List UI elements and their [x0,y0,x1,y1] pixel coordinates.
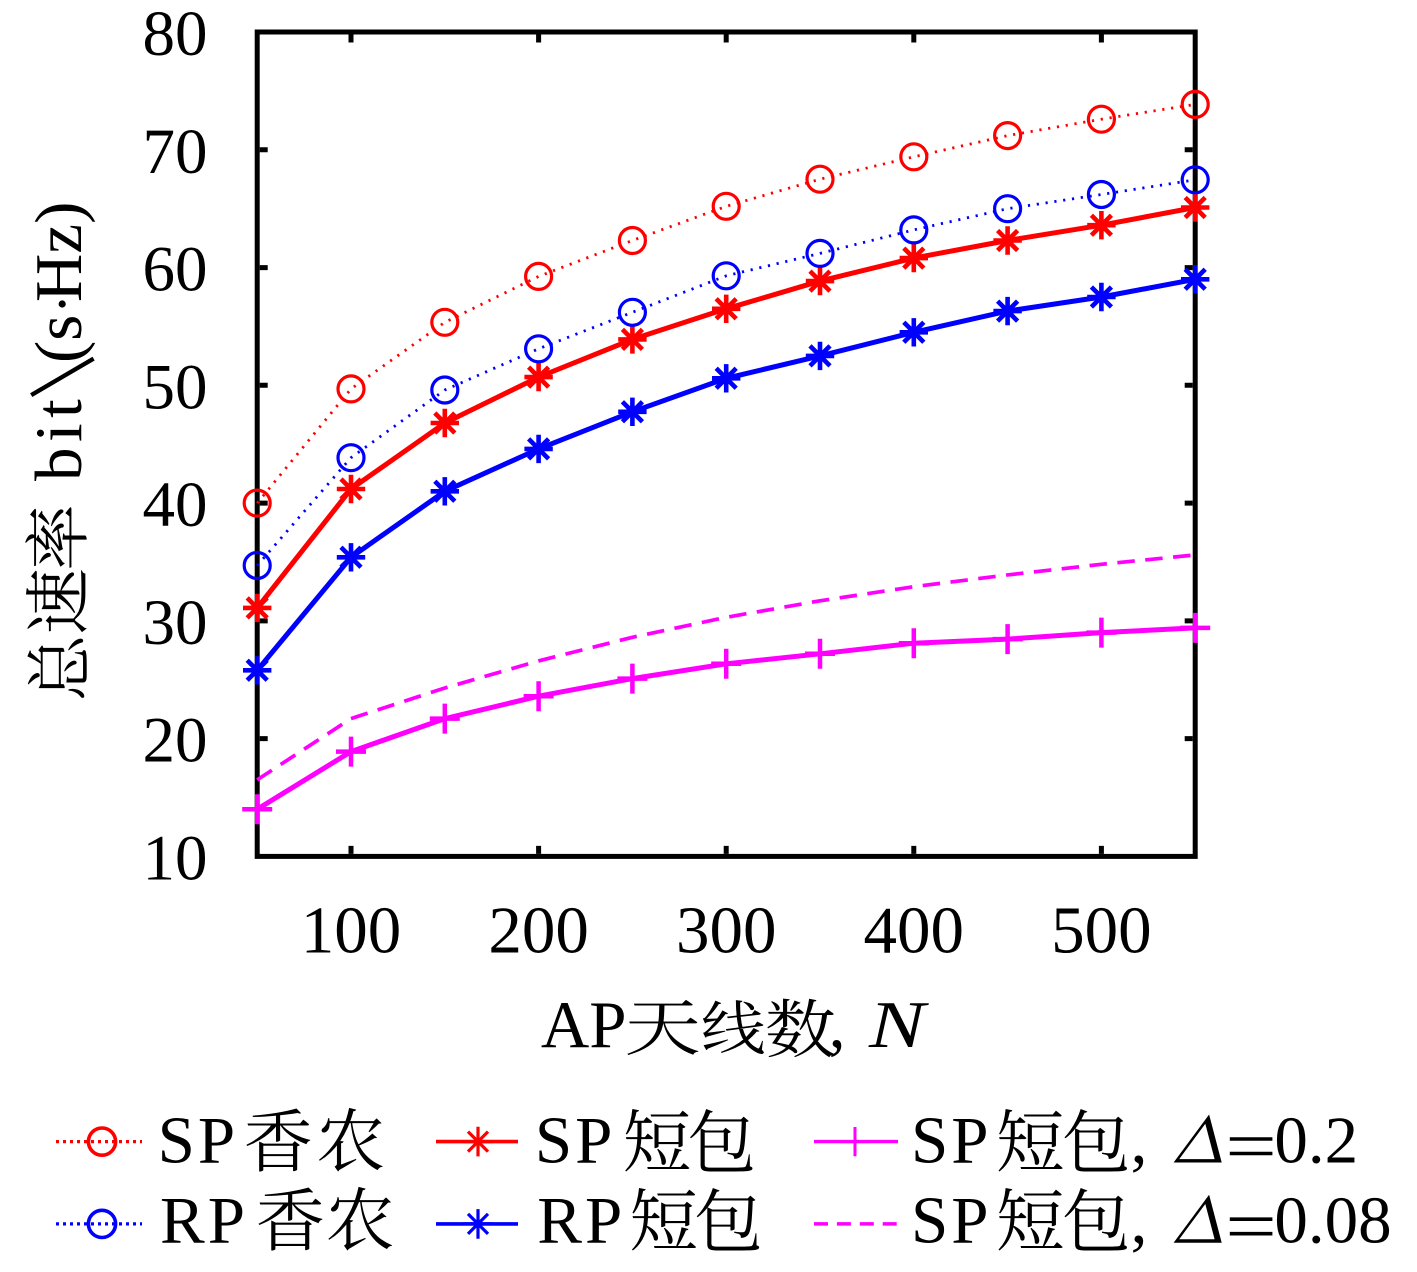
svg-text:60: 60 [143,234,208,306]
svg-text:300: 300 [676,894,777,968]
svg-text:10: 10 [143,822,208,894]
svg-text:SP: SP [535,1104,616,1178]
svg-text:SP: SP [911,1184,992,1258]
svg-text:SP: SP [911,1104,992,1178]
svg-text:(s: (s [22,315,96,363]
svg-text:SP: SP [158,1104,239,1178]
svg-text:bit: bit [22,394,96,481]
svg-text:100: 100 [301,894,402,968]
svg-text:0.08: 0.08 [1274,1184,1391,1258]
svg-text:50: 50 [143,351,208,423]
svg-text:,: , [829,988,846,1062]
svg-text:70: 70 [143,116,208,188]
svg-text:20: 20 [143,705,208,777]
svg-text:N: N [868,988,929,1062]
svg-text:40: 40 [143,469,208,541]
svg-text:30: 30 [143,587,208,659]
svg-text:RP: RP [160,1184,248,1258]
svg-text:500: 500 [1051,894,1152,968]
svg-text:,: , [1131,1104,1148,1178]
svg-text:80: 80 [143,0,208,70]
svg-text:200: 200 [488,894,589,968]
svg-text:,: , [1131,1184,1148,1258]
svg-text:AP: AP [541,988,627,1062]
svg-text:400: 400 [864,894,965,968]
svg-text:0.2: 0.2 [1274,1104,1358,1178]
svg-text:RP: RP [537,1184,625,1258]
svg-text:Hz): Hz) [22,202,96,302]
